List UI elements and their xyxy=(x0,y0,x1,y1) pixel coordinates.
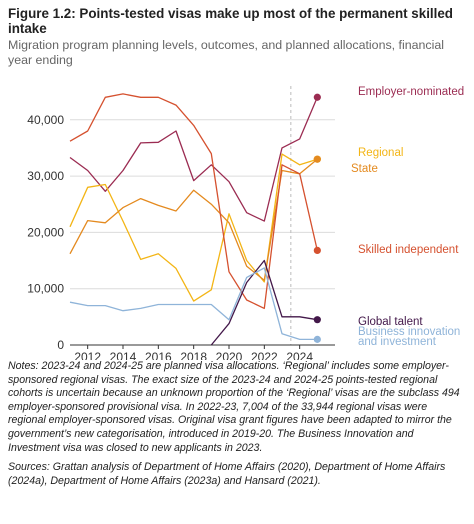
x-tick-label: 2018 xyxy=(180,350,207,360)
series-end-dot-bii xyxy=(313,335,321,343)
series-end-dot-emp xyxy=(313,93,321,101)
x-tick-label: 2014 xyxy=(110,350,137,360)
notes-block: Notes: 2023-24 and 2024-25 are planned v… xyxy=(8,360,466,488)
series-end-dot-global xyxy=(313,316,321,324)
x-tick-label: 2020 xyxy=(216,350,243,360)
y-tick-label: 40,000 xyxy=(27,113,64,127)
y-tick-label: 30,000 xyxy=(27,169,64,183)
series-label-global: Global talent xyxy=(358,316,423,328)
y-tick-label: 20,000 xyxy=(27,225,64,239)
series-line-reg xyxy=(69,153,318,302)
series-label-reg: Regional xyxy=(358,147,403,159)
series-line-state xyxy=(69,158,318,281)
y-tick-label: 10,000 xyxy=(27,282,64,296)
series-line-global xyxy=(210,259,318,346)
series-label-skilled: Skilled independent xyxy=(358,244,459,256)
x-tick-label: 2024 xyxy=(286,350,313,360)
series-label-emp: Employer-nominated xyxy=(358,86,464,98)
series-end-dot-state xyxy=(313,155,321,163)
x-tick-label: 2016 xyxy=(145,350,172,360)
series-line-skilled xyxy=(69,93,318,310)
series-line-emp xyxy=(69,97,318,222)
series-label-state: State xyxy=(351,163,378,175)
sources-text: Sources: Grattan analysis of Department … xyxy=(8,461,446,487)
series-line-bii xyxy=(69,267,318,341)
figure-title: Figure 1.2: Points-tested visas make up … xyxy=(8,6,453,36)
series-end-dot-skilled xyxy=(313,246,321,255)
x-tick-label: 2012 xyxy=(74,350,101,360)
notes-text: Notes: 2023-24 and 2024-25 are planned v… xyxy=(8,360,460,454)
series-label-bii: and investment xyxy=(358,336,437,348)
line-chart: 0 10,000 20,000 30,000 40,000 2012 2014 2016 201… xyxy=(27,86,464,360)
figure-subtitle: Migration program planning levels, outco… xyxy=(8,38,444,67)
series-label-bii: Business innovation xyxy=(358,326,460,338)
x-tick-label: 2022 xyxy=(251,350,278,360)
y-tick-label: 0 xyxy=(57,338,64,352)
